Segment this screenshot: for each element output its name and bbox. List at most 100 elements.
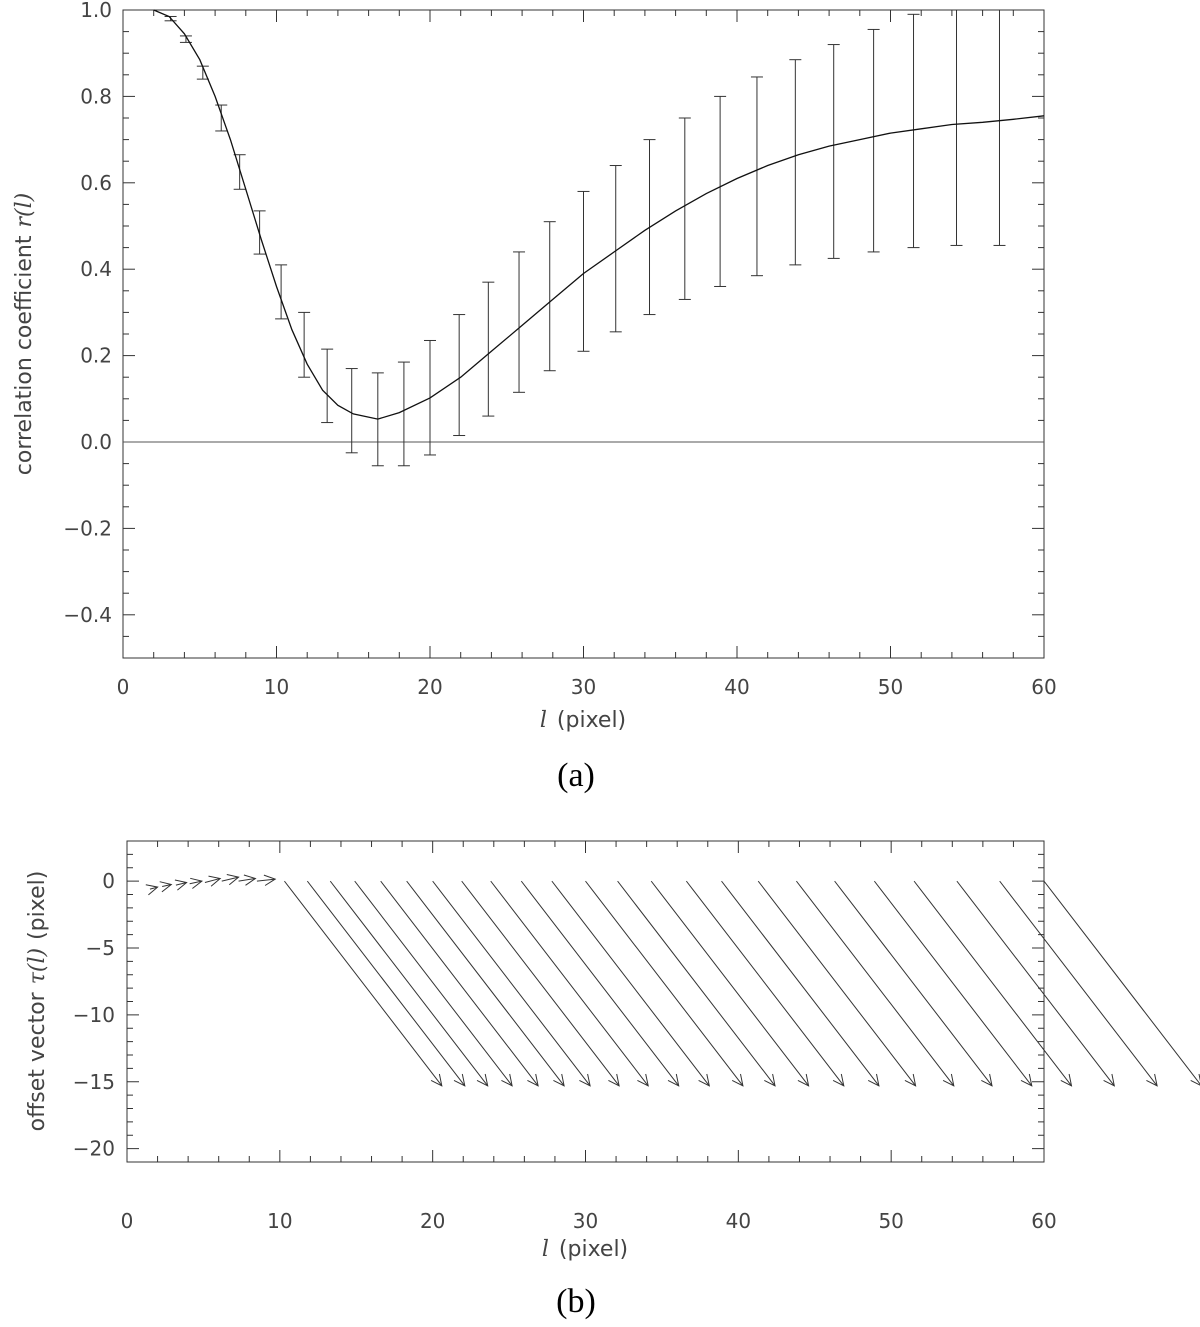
vector-shaft [306,880,466,1087]
vector-shaft [757,880,917,1087]
x-tick-label: 0 [121,1209,134,1233]
vector-shaft [999,880,1158,1087]
y-tick-label: 0.8 [80,84,112,108]
vector-arrowhead [698,1073,711,1087]
panel-label-b: (b) [556,1283,596,1320]
x-tick-label: 60 [1031,1209,1056,1233]
vector-arrowhead [832,1073,845,1087]
panel-b: 0 10 20 30 40 50 60 0 −5 −10 −15 −20 l (pixel) offse… [25,840,1200,1320]
x-tick-label: 40 [726,1209,751,1233]
vector-arrowhead [527,1073,539,1087]
y-tick-label: −10 [73,1003,115,1027]
vector-arrowhead [430,1073,443,1087]
x-tick-label: 60 [1031,675,1056,699]
vector-shaft [406,880,565,1087]
vector-shaft [685,880,845,1087]
vector-shaft [1043,880,1200,1085]
x-tick-label: 20 [420,1209,445,1233]
y-tick-label: −0.2 [63,516,112,540]
vector-arrowhead [867,1073,880,1087]
vector-arrowhead [174,879,188,891]
vector-shaft [256,878,276,882]
vector-shaft [585,880,744,1087]
x-tick-label: 50 [878,1209,903,1233]
y-tick-label: −5 [86,936,115,960]
vector-arrowhead [243,874,257,886]
x-axis-title-a: l (pixel) [540,708,626,733]
vector-arrowhead [764,1073,776,1087]
vector-arrowhead [553,1073,565,1087]
vector-arrowhead [579,1073,591,1087]
y-tick-label: 0 [102,869,115,893]
x-tick-label: 50 [878,675,903,699]
vector-arrowhead [667,1073,680,1087]
vector-arrowhead [1060,1073,1073,1087]
plot-frame-b [126,840,1045,1163]
vector-shaft [238,877,256,882]
vector-arrowhead [797,1073,810,1087]
ticks-b: 0 10 20 30 40 50 60 0 −5 −10 −15 −20 [73,840,1057,1233]
x-tick-label: 40 [724,675,749,699]
ticks-a: 0 10 20 30 40 50 60 1.0 0.8 0.6 0.4 0.2 0.0 −0.2 −0.4 [63,0,1056,699]
vector-shaft [650,880,810,1087]
vector-arrowhead [1103,1073,1115,1087]
vector-arrowhead [501,1073,513,1087]
vector-shaft [551,880,710,1087]
vector-shaft [721,880,880,1087]
error-bars [164,10,1006,467]
vector-arrowhead [226,874,240,886]
x-tick-label: 20 [417,675,442,699]
vector-shaft [834,880,993,1087]
y-axis-title-a: correlation coefficientr(l) [12,193,37,475]
vector-arrowhead [476,1073,489,1087]
vector-arrowhead [263,874,277,886]
y-tick-label: 0.4 [80,257,112,281]
vector-shaft [913,880,1072,1087]
panel-label-a: (a) [557,757,595,794]
x-tick-label: 30 [571,675,596,699]
x-tick-label: 30 [573,1209,598,1233]
y-tick-label: −0.4 [63,603,112,627]
y-tick-label: −20 [73,1137,115,1161]
vector-shaft [432,880,591,1087]
vector-shaft [380,880,539,1087]
vector-shaft [204,877,221,883]
x-tick-label: 10 [267,1209,292,1233]
vector-shaft [617,880,776,1087]
vector-arrowhead [1146,1073,1158,1087]
vector-shaft [956,880,1115,1087]
correlation-curve [153,9,1045,420]
vector-shaft [284,880,443,1087]
vector-shaft [490,880,649,1087]
vector-arrowhead [453,1073,466,1087]
x-tick-label: 0 [117,675,130,699]
vector-shaft [873,880,1033,1087]
panel-a: 0 10 20 30 40 50 601.00.80.60.40.20.0−0.2−0.4 … [12,0,1057,794]
y-tick-label: −15 [73,1070,115,1094]
offset-vectors [145,874,1200,1087]
vector-shaft [175,881,187,886]
vector-arrowhead [637,1073,649,1087]
vector-shaft [796,880,955,1087]
vector-arrowhead [1020,1073,1033,1087]
y-tick-label: 0.0 [80,430,112,454]
vector-arrowhead [190,877,204,889]
vector-shaft [149,886,158,890]
vector-shaft [221,876,239,882]
y-tick-label: 0.6 [80,171,112,195]
vector-arrowhead [1190,1073,1200,1086]
vector-arrowhead [981,1073,993,1087]
x-tick-label: 10 [264,675,289,699]
vector-shaft [162,883,172,887]
vector-arrowhead [208,875,222,887]
y-axis-title-b: offset vectorτ(l)(pixel) [25,871,50,1132]
vector-arrowhead [731,1073,744,1087]
vector-shaft [354,880,513,1087]
vector-shaft [329,880,489,1087]
y-tick-label: 1.0 [80,0,112,22]
y-tick-label: 0.2 [80,344,112,368]
vector-shaft [520,880,680,1087]
vector-arrowhead [608,1073,620,1087]
vector-arrowhead [904,1073,917,1087]
